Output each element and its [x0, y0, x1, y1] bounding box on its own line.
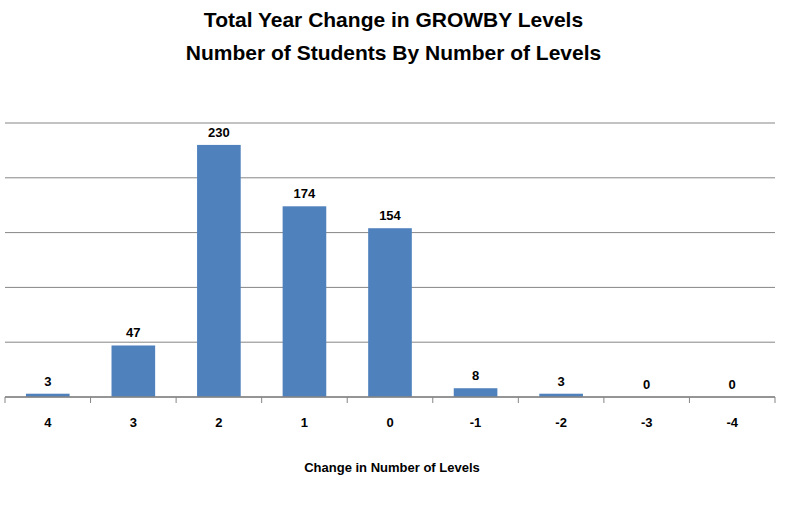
bar — [197, 145, 241, 397]
data-label: 154 — [379, 208, 401, 223]
x-tick — [775, 397, 776, 403]
background — [0, 0, 787, 517]
data-label: 47 — [126, 325, 140, 340]
x-tick-label: -4 — [726, 415, 738, 430]
x-tick — [5, 397, 6, 403]
title: Total Year Change in GROWBY Levels — [204, 8, 583, 31]
x-tick — [261, 397, 262, 403]
bar — [283, 206, 327, 397]
x-tick — [90, 397, 91, 403]
data-label: 3 — [557, 374, 564, 389]
x-axis-label: Change in Number of Levels — [304, 460, 480, 475]
x-axis — [5, 396, 775, 398]
data-label: 0 — [729, 377, 736, 392]
x-tick-label: 3 — [130, 415, 137, 430]
subtitle: Number of Students By Number of Levels — [186, 41, 601, 64]
grid-line — [5, 123, 775, 124]
x-tick — [518, 397, 519, 403]
x-tick-label: 2 — [215, 415, 222, 430]
x-tick-label: -1 — [470, 415, 482, 430]
bar — [368, 228, 412, 397]
x-tick — [689, 397, 690, 403]
bars — [26, 145, 583, 397]
bar — [454, 388, 498, 397]
x-tick — [176, 397, 177, 403]
x-tick-label: 1 — [301, 415, 308, 430]
x-tick — [432, 397, 433, 403]
data-label: 0 — [643, 377, 650, 392]
grid-line — [5, 177, 775, 178]
x-tick — [603, 397, 604, 403]
data-label: 8 — [472, 368, 479, 383]
data-label: 3 — [44, 374, 51, 389]
x-tick-label: 0 — [386, 415, 393, 430]
data-label: 230 — [208, 125, 230, 140]
x-tick-label: 4 — [44, 415, 52, 430]
data-label: 174 — [294, 186, 316, 201]
chart: 3 47 230 174 154 8 3 0 0 4 3 2 1 0 -1 -2 -3 -4 Total Year … — [0, 0, 787, 517]
x-tick-label: -3 — [641, 415, 653, 430]
bar — [112, 345, 156, 397]
x-tick-label: -2 — [555, 415, 567, 430]
x-tick — [347, 397, 348, 403]
grid-line — [5, 397, 775, 398]
